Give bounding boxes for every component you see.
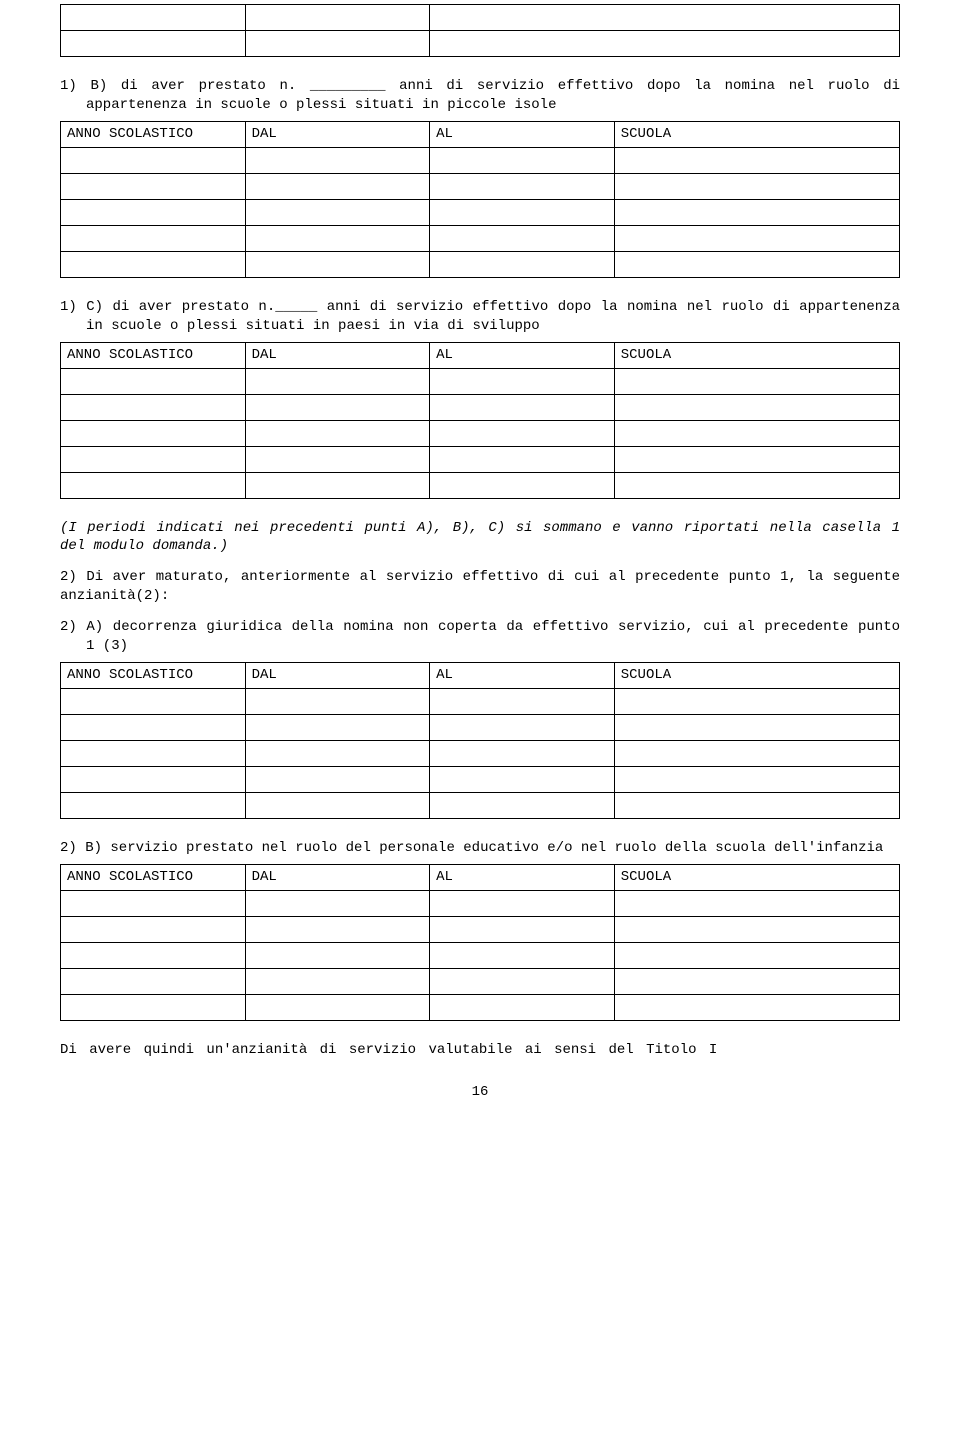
table-row [61,714,900,740]
table-row [61,472,900,498]
note-abc-sum: (I periodi indicati nei precedenti punti… [60,519,900,557]
header-anno: ANNO SCOLASTICO [61,662,246,688]
paragraph-2-intro: 2) Di aver maturato, anteriormente al se… [60,568,900,606]
header-scuola: SCUOLA [614,342,899,368]
table-row [61,173,900,199]
table-row [61,420,900,446]
header-dal: DAL [245,864,430,890]
table-1c: ANNO SCOLASTICO DAL AL SCUOLA [60,342,900,499]
table-row [61,916,900,942]
header-dal: DAL [245,662,430,688]
table-row [61,740,900,766]
header-al: AL [430,342,615,368]
table-row [61,688,900,714]
table-row [61,394,900,420]
table-row [61,446,900,472]
paragraph-1c: 1) C) di aver prestato n._____ anni di s… [60,298,900,336]
header-anno: ANNO SCOLASTICO [61,864,246,890]
table-row [61,792,900,818]
paragraph-2b: 2) B) servizio prestato nel ruolo del pe… [60,839,900,858]
table-1b: ANNO SCOLASTICO DAL AL SCUOLA [60,121,900,278]
header-al: AL [430,121,615,147]
header-al: AL [430,864,615,890]
table-row [61,766,900,792]
page-number: 16 [60,1084,900,1100]
table-row [61,199,900,225]
header-scuola: SCUOLA [614,121,899,147]
paragraph-2a: 2) A) decorrenza giuridica della nomina … [60,618,900,656]
header-scuola: SCUOLA [614,864,899,890]
header-anno: ANNO SCOLASTICO [61,342,246,368]
table-row [61,251,900,277]
paragraph-final: Di avere quindi un'anzianità di servizio… [60,1041,900,1060]
top-continuation-table [60,4,900,57]
table-2a: ANNO SCOLASTICO DAL AL SCUOLA [60,662,900,819]
paragraph-1b: 1) B) di aver prestato n. _________ anni… [60,77,900,115]
header-anno: ANNO SCOLASTICO [61,121,246,147]
table-header-row: ANNO SCOLASTICO DAL AL SCUOLA [61,342,900,368]
table-row [61,942,900,968]
table-row [61,368,900,394]
table-row [61,890,900,916]
table-row [61,5,900,31]
table-header-row: ANNO SCOLASTICO DAL AL SCUOLA [61,662,900,688]
table-row [61,31,900,57]
header-scuola: SCUOLA [614,662,899,688]
table-header-row: ANNO SCOLASTICO DAL AL SCUOLA [61,121,900,147]
header-dal: DAL [245,121,430,147]
table-row [61,994,900,1020]
table-2b: ANNO SCOLASTICO DAL AL SCUOLA [60,864,900,1021]
table-row [61,225,900,251]
header-al: AL [430,662,615,688]
header-dal: DAL [245,342,430,368]
table-header-row: ANNO SCOLASTICO DAL AL SCUOLA [61,864,900,890]
table-row [61,147,900,173]
table-row [61,968,900,994]
